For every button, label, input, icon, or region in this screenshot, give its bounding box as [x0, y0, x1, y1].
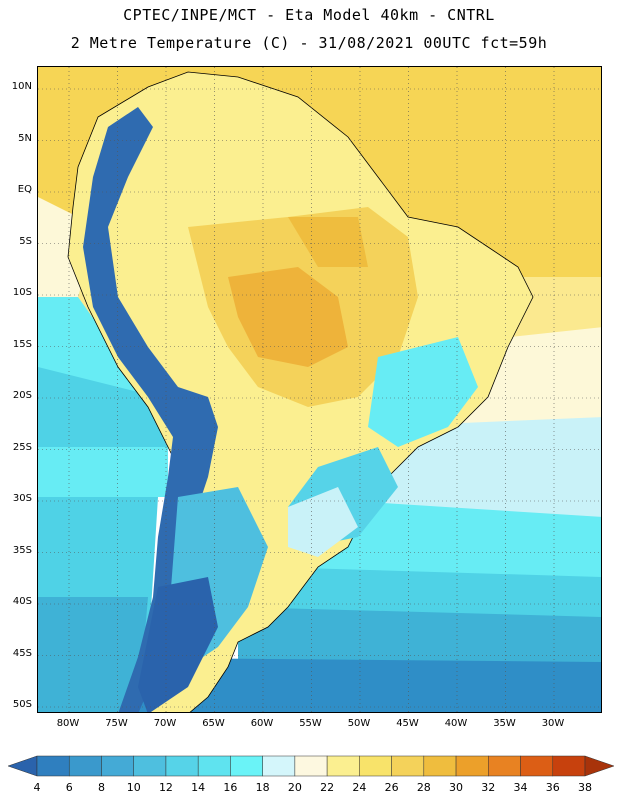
colorbar-swatch — [294, 755, 328, 777]
colorbar-swatch — [520, 755, 554, 777]
colorbar-tick-label: 12 — [158, 781, 173, 794]
lat-label: 45S — [12, 647, 32, 659]
colorbar-swatch — [230, 755, 263, 777]
temperature-map — [38, 67, 601, 712]
ocean-south-4 — [238, 607, 601, 667]
colorbar-tick-label: 20 — [287, 781, 302, 794]
colorbar-tick-label: 10 — [126, 781, 141, 794]
uruguay-cool — [288, 487, 358, 557]
map-panel — [37, 66, 602, 713]
lat-label: 10S — [12, 287, 32, 298]
colorbar-swatch — [197, 755, 231, 777]
colorbar-swatch — [326, 755, 360, 777]
pacific-cyan-2 — [38, 367, 168, 447]
lat-label: 40S — [12, 596, 32, 607]
colorbar-tick-label: 28 — [416, 781, 431, 794]
colorbar-swatch — [423, 755, 457, 777]
colorbar-tick-label: 24 — [352, 781, 367, 794]
colorbar-tick-label: 34 — [513, 781, 528, 794]
lon-label: 70W — [153, 718, 177, 729]
colorbar-tick-label: 4 — [33, 781, 41, 794]
lat-label: 35S — [12, 544, 32, 556]
lat-label: 5S — [19, 235, 32, 247]
lon-label: 30W — [541, 718, 565, 729]
hot-core — [228, 267, 348, 367]
colorbar-arrow-high — [584, 755, 615, 777]
colorbar — [7, 755, 615, 777]
lon-label: 45W — [396, 718, 419, 729]
colorbar-tick-label: 18 — [255, 781, 270, 794]
colorbar-tick-label: 36 — [545, 781, 560, 794]
title-line-1: CPTEC/INPE/MCT - Eta Model 40km - CNTRL — [123, 6, 495, 24]
lat-label: 10N — [11, 81, 32, 92]
colorbar-swatch — [165, 755, 199, 777]
lon-label: 65W — [202, 718, 225, 729]
title-line-2: 2 Metre Temperature (C) - 31/08/2021 00U… — [70, 34, 548, 52]
colorbar-swatch — [455, 755, 489, 777]
lat-label: 30S — [12, 493, 32, 504]
lon-label: 80W — [56, 718, 80, 729]
colorbar-swatch — [133, 755, 167, 777]
lon-label: 40W — [444, 718, 468, 729]
lat-label: 15S — [12, 338, 32, 350]
colorbar-swatch — [391, 755, 425, 777]
lat-label: EQ — [17, 184, 32, 195]
lon-label: 60W — [250, 718, 274, 729]
colorbar-tick-label: 22 — [320, 781, 335, 794]
colorbar-tick-label: 8 — [97, 781, 105, 794]
colorbar-tick-label: 16 — [223, 781, 238, 794]
lon-label: 75W — [105, 718, 128, 729]
lat-label: 20S — [12, 390, 32, 401]
lon-label: 35W — [493, 718, 516, 729]
pacific-deep — [38, 597, 148, 712]
colorbar-tick-label: 32 — [481, 781, 496, 794]
colorbar-swatch — [68, 755, 102, 777]
lat-label: 50S — [12, 699, 32, 710]
colorbar-swatch — [262, 755, 296, 777]
colorbar-tick-label: 38 — [578, 781, 592, 794]
lat-label: 25S — [12, 441, 32, 453]
colorbar-tick-label: 14 — [191, 781, 206, 794]
colorbar-tick-label: 30 — [449, 781, 464, 794]
hot-core-2 — [288, 217, 368, 267]
lat-label: 5N — [18, 132, 32, 144]
cool-southeast — [368, 337, 478, 447]
lon-label: 55W — [299, 718, 322, 729]
colorbar-swatch — [101, 755, 134, 777]
colorbar-tick-label: 26 — [384, 781, 399, 794]
colorbar-swatch — [36, 755, 70, 777]
colorbar-arrow-low — [7, 755, 38, 777]
colorbar-tick-label: 6 — [65, 781, 73, 794]
colorbar-swatch — [359, 755, 392, 777]
colorbar-swatch — [552, 755, 586, 777]
patagonia-deep — [138, 577, 218, 712]
lon-label: 50W — [347, 718, 371, 729]
colorbar-swatch — [488, 755, 521, 777]
